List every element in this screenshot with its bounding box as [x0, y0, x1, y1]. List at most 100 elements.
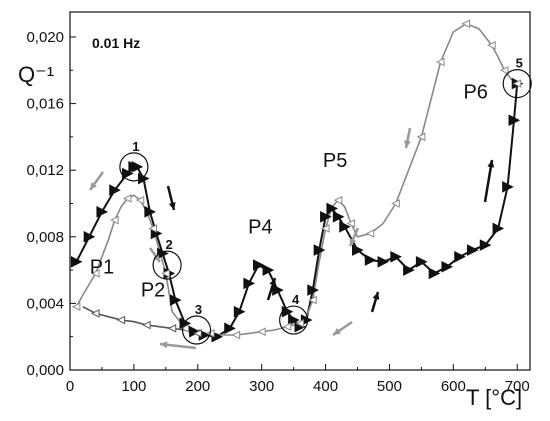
data-point-heating — [262, 264, 275, 276]
data-point-cooling — [135, 195, 145, 205]
data-point-heating — [313, 244, 326, 256]
data-point-heating — [492, 222, 505, 235]
data-point-low-temp-cooling-tail — [142, 320, 151, 330]
x-tick-label: 400 — [313, 378, 338, 395]
data-point-heating — [122, 167, 134, 180]
data-point-cooling — [320, 224, 330, 233]
data-point-cooling — [346, 219, 356, 228]
series-line-low-temp-cooling-tail — [82, 305, 199, 335]
data-point-cooling — [512, 79, 522, 88]
data-point-heating — [189, 325, 201, 338]
peak-label: P2 — [141, 280, 165, 302]
circled-points — [119, 68, 532, 345]
data-point-heating — [224, 322, 236, 335]
data-point-heating — [441, 260, 454, 273]
cooling-arrow-head — [404, 140, 411, 148]
data-point-heating — [252, 259, 265, 271]
x-tick-label: 300 — [249, 378, 274, 395]
heating-arrow-head — [269, 278, 277, 286]
data-point-heating — [272, 284, 284, 296]
circled-point-label: 5 — [516, 56, 523, 71]
cooling-arrow-head — [349, 238, 357, 246]
data-point-heating — [169, 294, 182, 306]
cooling-arrow-head — [152, 254, 160, 262]
data-point-heating — [332, 211, 345, 223]
y-tick-label: 0,012 — [26, 162, 64, 179]
cooling-arrow-head — [333, 328, 341, 335]
peak-label: P4 — [248, 216, 272, 238]
y-tick-label: 0,020 — [26, 29, 64, 46]
circled-point-label: 1 — [132, 139, 139, 154]
frequency-label: 0.01 Hz — [92, 35, 140, 51]
data-point-cooling — [90, 269, 100, 278]
data-point-heating — [390, 250, 402, 263]
x-axis-title: T [°C] — [466, 385, 522, 410]
data-point-heating — [428, 267, 441, 280]
data-point-heating — [415, 255, 428, 268]
data-point-heating — [157, 247, 169, 260]
data-point-heating — [243, 277, 256, 290]
data-point-cooling — [461, 19, 471, 28]
data-point-heating — [179, 317, 192, 330]
data-point-heating — [131, 161, 144, 173]
data-point-heating — [377, 255, 390, 268]
circled-point-label: 4 — [292, 292, 300, 307]
data-point-cooling — [308, 295, 317, 305]
data-point-low-temp-cooling-tail — [90, 309, 100, 318]
labels-layer: 1 2 3 4 5 P1 P2 P4 P5 P6 — [90, 56, 523, 317]
data-point-cooling — [391, 199, 400, 208]
circled-point-label: 2 — [165, 237, 172, 252]
cooling-arrow-head — [160, 341, 168, 349]
heating-arrow-head — [487, 160, 495, 168]
data-point-low-temp-cooling-tail — [193, 329, 202, 338]
data-point-cooling — [282, 322, 292, 332]
cooling-arrow-head — [90, 182, 98, 190]
x-tick-label: 600 — [441, 378, 466, 395]
data-point-heating — [326, 202, 339, 215]
circled-point-1 — [119, 152, 149, 182]
data-point-heating — [307, 284, 319, 296]
data-point-low-temp-cooling-tail — [116, 315, 126, 325]
markers-layer — [70, 19, 524, 343]
data-point-cooling — [257, 327, 266, 337]
data-point-cooling — [295, 319, 304, 328]
peak-label: P6 — [463, 82, 487, 104]
axes: 0 100 200 300 400 500 600 700 0,000 0,004 0,008 0,0… — [26, 11, 531, 395]
y-tick-label: 0,000 — [26, 362, 64, 379]
circled-point-5 — [502, 68, 532, 99]
peak-label: P1 — [90, 256, 114, 278]
data-point-cooling — [333, 195, 343, 205]
circled-point-2 — [152, 250, 182, 280]
data-point-heating — [467, 244, 479, 256]
data-point-cooling — [365, 229, 375, 238]
y-tick-label: 0,016 — [26, 96, 64, 113]
data-point-heating — [339, 220, 351, 233]
data-point-cooling — [71, 302, 81, 312]
data-point-heating — [144, 206, 156, 218]
data-point-cooling — [487, 40, 496, 50]
data-point-heating — [109, 184, 121, 196]
data-point-cooling — [148, 224, 158, 233]
data-point-heating — [83, 230, 96, 243]
data-point-heating — [320, 211, 332, 223]
data-point-heating — [96, 206, 109, 218]
circled-point-label: 3 — [195, 302, 202, 317]
peak-label: P5 — [323, 150, 347, 172]
x-tick-label: 700 — [505, 378, 530, 395]
x-tick-label: 200 — [185, 378, 210, 395]
x-tick-label: 0 — [66, 378, 74, 395]
circled-point-3 — [181, 315, 212, 345]
data-point-heating — [454, 250, 466, 263]
data-point-cooling — [499, 65, 509, 75]
data-point-cooling — [435, 57, 445, 67]
data-point-heating — [233, 305, 246, 318]
data-point-heating — [479, 239, 492, 251]
data-point-heating — [70, 255, 83, 268]
data-point-heating — [352, 244, 364, 256]
data-point-heating — [502, 181, 514, 193]
data-point-cooling — [122, 194, 132, 203]
y-tick-label: 0,008 — [26, 229, 64, 246]
data-point-cooling — [231, 330, 241, 340]
data-point-cooling — [110, 215, 119, 225]
